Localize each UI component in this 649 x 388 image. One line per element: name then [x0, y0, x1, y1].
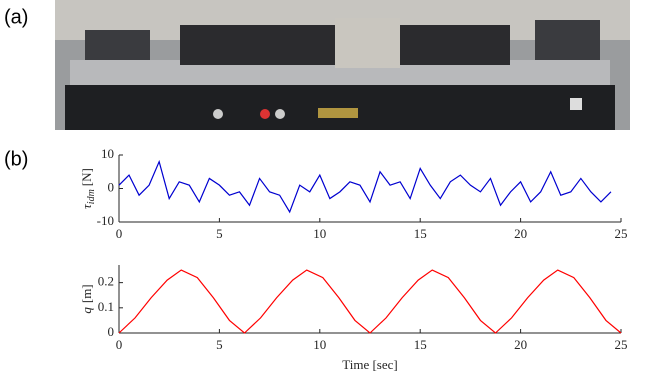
x-tick-label: 0	[116, 226, 123, 241]
y-tick-label: -10	[97, 213, 114, 228]
x-tick-label: 5	[216, 226, 223, 241]
x-tick-label: 10	[313, 337, 326, 352]
y-tick-label: 0.1	[98, 299, 114, 314]
y-axis-label-part: q	[79, 307, 94, 314]
x-tick-label: 20	[514, 337, 527, 352]
x-tick-label: 25	[615, 337, 628, 352]
y-tick-label: 0.2	[98, 274, 114, 289]
x-tick-label: 15	[414, 337, 427, 352]
y-axis-label-part: idm	[86, 189, 97, 204]
y-axis-label: τidm [N]	[79, 168, 97, 209]
data-line	[118, 159, 612, 214]
panel-label: (a)	[4, 6, 28, 28]
x-tick-label: 10	[313, 226, 326, 241]
x-tick-label: 15	[414, 226, 427, 241]
x-axis-label: Time [sec]	[342, 357, 398, 372]
photo	[55, 0, 630, 130]
y-tick-label: 0	[108, 324, 115, 339]
y-axis-label-part: τ	[79, 203, 94, 209]
x-tick-label: 0	[116, 337, 123, 352]
y-axis-label: q [m]	[79, 284, 94, 313]
x-tick-label: 20	[514, 226, 527, 241]
y-axis-label-part: [m]	[79, 284, 94, 303]
panel-label: (b)	[4, 148, 28, 170]
y-axis-label-part: [N]	[79, 168, 94, 186]
x-tick-label: 5	[216, 337, 223, 352]
y-tick-label: 0	[108, 179, 115, 194]
y-tick-label: 10	[101, 146, 114, 161]
x-tick-label: 25	[615, 226, 628, 241]
data-line	[118, 269, 622, 334]
